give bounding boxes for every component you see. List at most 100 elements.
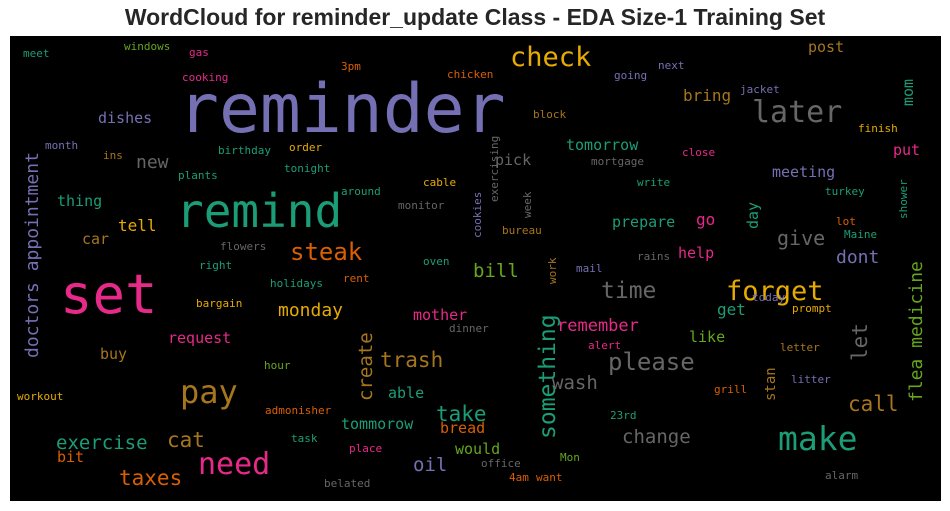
word-rains: rains — [637, 250, 671, 263]
word-able: able — [388, 384, 425, 402]
word-pick: pick — [495, 151, 532, 169]
word-work: work — [546, 257, 559, 285]
word-3pm: 3pm — [341, 60, 361, 73]
word-next: next — [658, 59, 685, 72]
word-order: order — [289, 141, 323, 154]
word-right: right — [199, 259, 233, 272]
word-around: around — [341, 185, 381, 198]
word-bureau: bureau — [502, 224, 542, 237]
word-get: get — [717, 300, 746, 319]
word-new: new — [136, 152, 169, 173]
word-litter: litter — [791, 373, 831, 386]
word-finish: finish — [858, 122, 898, 135]
word-bargain: bargain — [196, 297, 243, 310]
word-jacket: jacket — [740, 83, 780, 96]
word-gas: gas — [189, 46, 209, 59]
word-workout: workout — [17, 390, 64, 403]
word-place: place — [349, 442, 383, 455]
word-dont: dont — [836, 247, 880, 268]
word-cloud: reminder set remind check later make need pay fo… — [10, 36, 941, 501]
word-today: today — [752, 291, 786, 304]
word-doctors-appointment: doctors appointment — [22, 152, 43, 358]
word-wash: wash — [552, 372, 598, 394]
word-stan: stan — [763, 367, 779, 401]
word-exercising: exercising — [488, 135, 501, 202]
word-day: day — [744, 201, 762, 229]
word-office: office — [481, 457, 521, 470]
word-mom: mom — [899, 78, 917, 106]
word-23rd: 23rd — [610, 409, 637, 422]
word-monitor: monitor — [398, 199, 445, 212]
word-holidays: holidays — [270, 277, 323, 290]
word-want: want — [536, 471, 563, 484]
word-belated: belated — [324, 477, 371, 490]
word-trash: trash — [380, 348, 444, 372]
word-tell: tell — [118, 216, 157, 235]
word-bill: bill — [473, 260, 519, 282]
word-meeting: meeting — [772, 163, 836, 181]
word-remember: remember — [557, 316, 639, 336]
word-request: request — [168, 329, 232, 347]
word-prepare: prepare — [612, 213, 676, 231]
word-windows: windows — [124, 40, 171, 53]
word-rent: rent — [343, 272, 370, 285]
word-alert: alert — [588, 339, 622, 352]
word-bit: bit — [57, 448, 85, 466]
word-letter: letter — [780, 341, 820, 354]
word-prompt: prompt — [792, 302, 832, 315]
word-make: make — [778, 419, 858, 458]
word-mail: mail — [576, 262, 603, 275]
word-remind: remind — [176, 184, 343, 238]
word-put: put — [893, 141, 921, 159]
word-pay: pay — [180, 373, 238, 411]
word-flea-medicine: flea medicine — [906, 261, 927, 402]
word-cookies: cookies — [471, 191, 484, 238]
word-set: set — [60, 263, 158, 326]
word-shower: shower — [897, 179, 910, 219]
word-like: like — [689, 328, 726, 346]
word-check: check — [510, 42, 592, 73]
word-need: need — [198, 447, 271, 482]
word-dishes: dishes — [98, 109, 153, 127]
word-change: change — [622, 426, 691, 448]
word-car: car — [82, 230, 110, 248]
word-chicken: chicken — [447, 68, 494, 81]
word-call: call — [848, 392, 899, 416]
word-create: create — [355, 332, 377, 401]
word-ins: ins — [103, 149, 123, 162]
word-steak: steak — [290, 238, 363, 266]
word-hour: hour — [264, 359, 291, 372]
word-admonisher: admonisher — [265, 404, 332, 417]
word-meet: meet — [23, 47, 50, 60]
word-buy: buy — [100, 345, 128, 363]
word-cat: cat — [167, 428, 205, 452]
word-mother: mother — [413, 306, 468, 324]
word-time: time — [601, 278, 657, 304]
word-close: close — [682, 146, 716, 159]
word-grill: grill — [714, 383, 748, 396]
word-maine: Maine — [844, 228, 878, 241]
word-task: task — [291, 432, 318, 445]
word-cable: cable — [423, 176, 457, 189]
word-would: would — [455, 440, 501, 458]
word-tommorow: tommorow — [341, 415, 414, 433]
word-4am: 4am — [509, 471, 529, 484]
word-go: go — [696, 210, 716, 229]
word-alarm: alarm — [825, 469, 859, 482]
word-tomorrow: tomorrow — [566, 136, 639, 154]
word-post: post — [808, 38, 845, 56]
word-please: please — [608, 348, 695, 376]
word-monday: monday — [278, 300, 344, 321]
word-dinner: dinner — [449, 322, 489, 335]
word-later: later — [752, 95, 843, 130]
word-thing: thing — [57, 192, 103, 210]
word-turkey: turkey — [825, 185, 865, 198]
word-birthday: birthday — [218, 144, 271, 157]
word-block: block — [533, 108, 567, 121]
word-let: let — [848, 323, 872, 361]
word-tonight: tonight — [284, 162, 331, 175]
word-mon: Mon — [560, 451, 580, 464]
word-cooking: cooking — [182, 71, 229, 84]
word-going: going — [614, 69, 648, 82]
word-mortgage: mortgage — [591, 155, 644, 168]
